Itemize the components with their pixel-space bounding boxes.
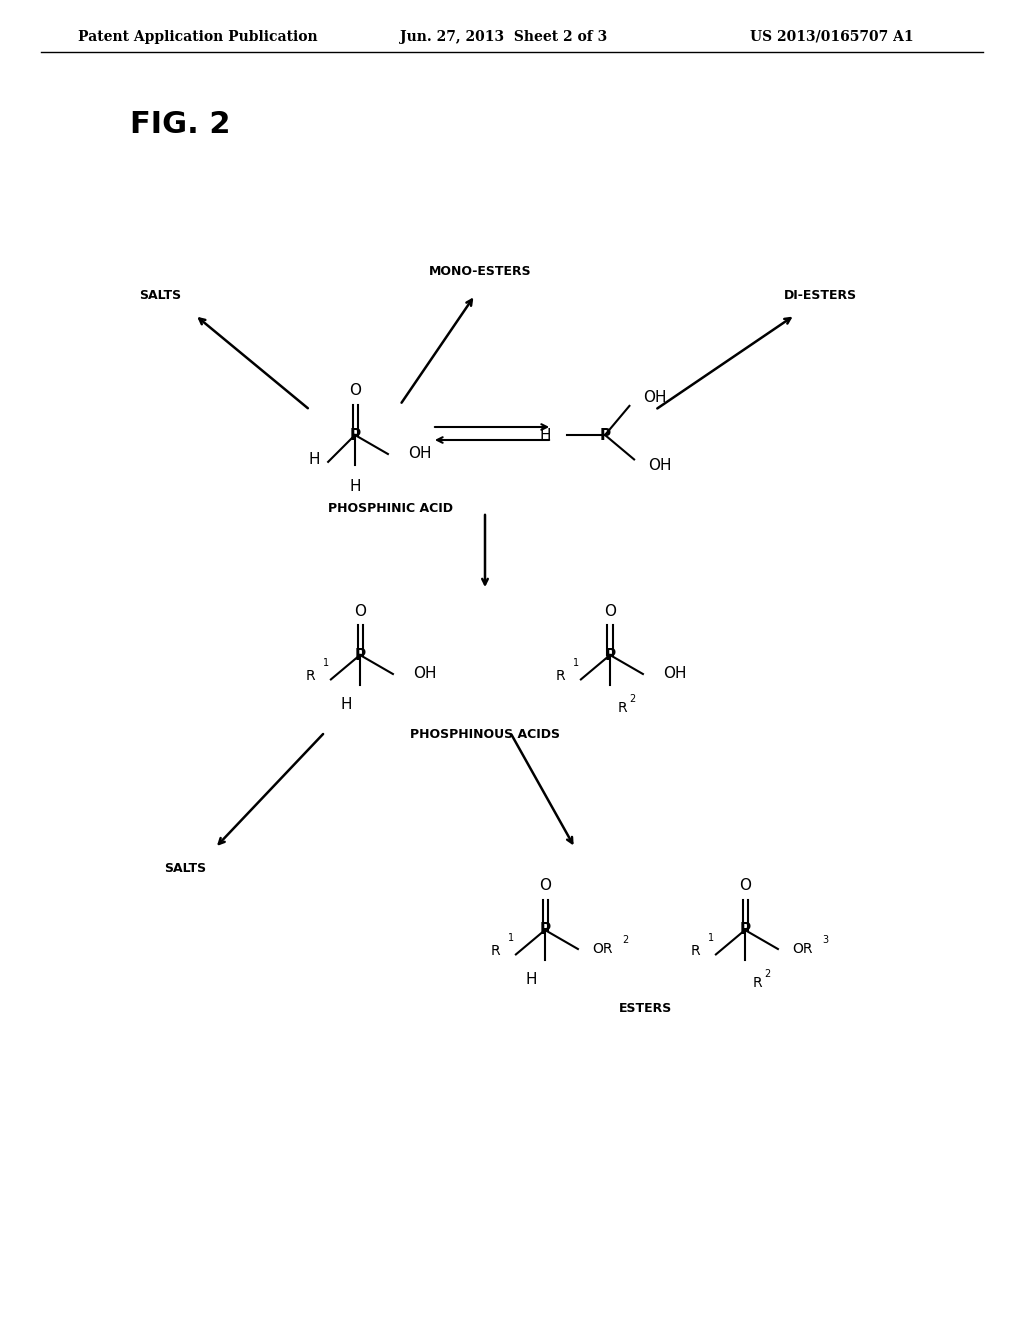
- Text: P: P: [354, 648, 366, 663]
- Text: OR: OR: [792, 942, 812, 956]
- Text: PHOSPHINIC ACID: PHOSPHINIC ACID: [328, 502, 453, 515]
- Text: R: R: [555, 669, 565, 684]
- Text: P: P: [349, 428, 360, 442]
- Text: H: H: [340, 697, 352, 711]
- Text: US 2013/0165707 A1: US 2013/0165707 A1: [750, 30, 913, 44]
- Text: OR: OR: [592, 942, 612, 956]
- Text: O: O: [354, 603, 366, 619]
- Text: P: P: [599, 428, 610, 442]
- Text: R: R: [305, 669, 315, 684]
- Text: P: P: [604, 648, 615, 663]
- Text: O: O: [539, 879, 551, 894]
- Text: OH: OH: [413, 667, 436, 681]
- Text: O: O: [604, 603, 616, 619]
- Text: P: P: [739, 923, 751, 937]
- Text: 2: 2: [629, 694, 635, 704]
- Text: 1: 1: [708, 933, 714, 944]
- Text: OH: OH: [648, 458, 672, 473]
- Text: 2: 2: [622, 935, 628, 945]
- Text: O: O: [349, 384, 361, 399]
- Text: 1: 1: [323, 659, 329, 668]
- Text: FIG. 2: FIG. 2: [130, 110, 230, 139]
- Text: R: R: [490, 944, 500, 958]
- Text: H: H: [525, 972, 537, 987]
- Text: 1: 1: [572, 659, 579, 668]
- Text: H: H: [540, 428, 551, 442]
- Text: H: H: [349, 479, 360, 495]
- Text: MONO-ESTERS: MONO-ESTERS: [429, 265, 531, 279]
- Text: R: R: [753, 975, 763, 990]
- Text: R: R: [618, 701, 628, 715]
- Text: 2: 2: [764, 969, 770, 979]
- Text: H: H: [308, 453, 319, 467]
- Text: PHOSPHINOUS ACIDS: PHOSPHINOUS ACIDS: [410, 729, 560, 741]
- Text: Patent Application Publication: Patent Application Publication: [78, 30, 317, 44]
- Text: SALTS: SALTS: [164, 862, 206, 875]
- Text: O: O: [739, 879, 751, 894]
- Text: OH: OH: [663, 667, 686, 681]
- Text: 1: 1: [508, 933, 514, 944]
- Text: R: R: [690, 944, 699, 958]
- Text: ESTERS: ESTERS: [618, 1002, 672, 1015]
- Text: SALTS: SALTS: [139, 289, 181, 302]
- Text: 3: 3: [822, 935, 828, 945]
- Text: OH: OH: [643, 391, 667, 405]
- Text: P: P: [540, 923, 551, 937]
- Text: Jun. 27, 2013  Sheet 2 of 3: Jun. 27, 2013 Sheet 2 of 3: [400, 30, 607, 44]
- Text: OH: OH: [408, 446, 431, 462]
- Text: DI-ESTERS: DI-ESTERS: [783, 289, 856, 302]
